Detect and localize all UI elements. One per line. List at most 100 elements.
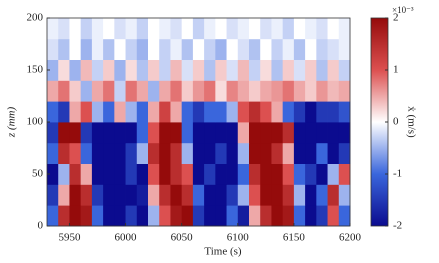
heatmap-cell xyxy=(58,122,70,144)
heatmap-cell xyxy=(47,184,59,206)
heatmap-cell xyxy=(69,38,82,60)
heatmap-cell xyxy=(249,101,261,123)
heatmap-cell xyxy=(69,163,82,185)
heatmap-cell xyxy=(69,18,82,40)
heatmap-cell xyxy=(327,142,340,164)
heatmap-cell xyxy=(338,18,351,40)
heatmap-cell xyxy=(91,38,104,60)
heatmap-cell xyxy=(293,205,306,227)
heatmap-cell xyxy=(271,122,284,144)
colorbar-tick-label: 1 xyxy=(393,64,399,76)
heatmap-cell xyxy=(80,205,93,227)
colorbar-tick-label: -1 xyxy=(393,168,402,180)
heatmap-cell xyxy=(181,122,194,144)
heatmap-cell xyxy=(125,80,138,102)
heatmap-cell xyxy=(316,80,328,102)
heatmap-cell xyxy=(114,80,126,102)
heatmap-cell xyxy=(91,142,104,164)
heatmap-cell xyxy=(47,18,59,40)
heatmap-cell xyxy=(282,59,295,81)
heatmap-cell xyxy=(305,80,317,102)
heatmap-cell xyxy=(271,205,284,227)
heatmap-cell xyxy=(80,163,93,185)
heatmap-cell xyxy=(192,18,205,40)
y-tick-label: 0 xyxy=(38,220,44,232)
heatmap-cell xyxy=(148,59,160,81)
heatmap-cell xyxy=(327,163,340,185)
heatmap-cell xyxy=(148,38,160,60)
heatmap-cell xyxy=(260,205,272,227)
heatmap-cell xyxy=(226,122,239,144)
heatmap-cell xyxy=(338,122,351,144)
heatmap-cell xyxy=(249,18,261,40)
heatmap-cell xyxy=(80,184,93,206)
heatmap-cell xyxy=(316,101,328,123)
heatmap-cell xyxy=(338,142,351,164)
colorbar-scale: ×10⁻³ xyxy=(392,5,414,15)
x-tick-label: 6050 xyxy=(171,232,194,244)
heatmap-cell xyxy=(282,122,295,144)
x-axis-label: Time (s) xyxy=(204,246,242,258)
heatmap-cell xyxy=(58,205,70,227)
heatmap-cell xyxy=(125,101,138,123)
heatmap-cell xyxy=(260,163,272,185)
heatmap-cell xyxy=(293,184,306,206)
heatmap-cell xyxy=(192,38,205,60)
heatmap-cell xyxy=(47,163,59,185)
heatmap-cell xyxy=(125,205,138,227)
heatmap-cell xyxy=(260,184,272,206)
heatmap-cell xyxy=(103,80,115,102)
heatmap-cell xyxy=(293,142,306,164)
heatmap-cell xyxy=(170,163,183,185)
heatmap-cell xyxy=(103,142,115,164)
heatmap-cell xyxy=(293,163,306,185)
heatmap-cell xyxy=(260,18,272,40)
heatmap-cell xyxy=(327,122,340,144)
heatmap-cell xyxy=(159,38,171,60)
heatmap-cell xyxy=(192,142,205,164)
heatmap-cell xyxy=(91,59,104,81)
heatmap-cell xyxy=(338,101,351,123)
heatmap-cell xyxy=(136,142,149,164)
heatmap-cell xyxy=(338,80,351,102)
heatmap-cell xyxy=(249,59,261,81)
heatmap-cell xyxy=(327,38,340,60)
heatmap-cell xyxy=(159,59,171,81)
heatmap-cell xyxy=(47,101,59,123)
heatmap-cell xyxy=(204,101,216,123)
heatmap-cell xyxy=(47,122,59,144)
heatmap-cell xyxy=(148,163,160,185)
heatmap-cell xyxy=(204,18,216,40)
heatmap-cell xyxy=(316,205,328,227)
heatmap-cell xyxy=(271,38,284,60)
heatmap-cell xyxy=(91,80,104,102)
heatmap-cell xyxy=(192,80,205,102)
heatmap-cell xyxy=(226,80,239,102)
heatmap-cell xyxy=(91,122,104,144)
heatmap-cell xyxy=(293,80,306,102)
heatmap-cell xyxy=(293,101,306,123)
heatmap-cell xyxy=(204,184,216,206)
y-tick-label: 200 xyxy=(27,12,44,24)
heatmap-cell xyxy=(136,184,149,206)
heatmap-cell xyxy=(226,18,239,40)
heatmap-cell xyxy=(192,184,205,206)
heatmap-cell xyxy=(204,80,216,102)
heatmap-cell xyxy=(305,163,317,185)
heatmap-cell xyxy=(69,101,82,123)
heatmap-cell xyxy=(204,142,216,164)
heatmap-cell xyxy=(282,38,295,60)
heatmap-cell xyxy=(125,142,138,164)
heatmap-cell xyxy=(148,142,160,164)
heatmap-cell xyxy=(237,184,250,206)
heatmap-cell xyxy=(305,184,317,206)
heatmap-cell xyxy=(125,18,138,40)
heatmap-cell xyxy=(47,142,59,164)
heatmap-cell xyxy=(136,59,149,81)
heatmap-cell xyxy=(293,38,306,60)
heatmap-cell xyxy=(181,80,194,102)
colorbar-label: ẋ (m/s) xyxy=(405,106,417,138)
colorbar-tick-label: -2 xyxy=(393,220,402,232)
heatmap-cell xyxy=(80,122,93,144)
